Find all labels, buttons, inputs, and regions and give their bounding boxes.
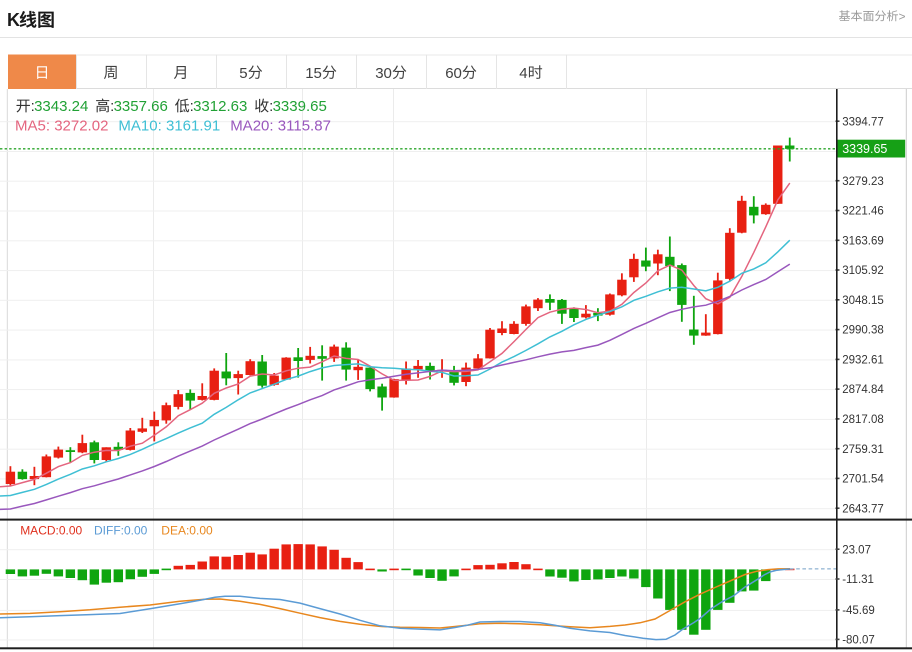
svg-text:3357.66: 3357.66 bbox=[114, 98, 168, 115]
svg-text:15: 15 bbox=[305, 65, 322, 82]
svg-text:DIFF:0.00: DIFF:0.00 bbox=[94, 523, 148, 537]
svg-text::: : bbox=[190, 98, 194, 115]
svg-text:60: 60 bbox=[445, 65, 462, 82]
svg-text:5: 5 bbox=[239, 65, 247, 82]
svg-text:23.07: 23.07 bbox=[842, 544, 871, 556]
svg-text:K: K bbox=[7, 10, 20, 30]
svg-text:2874.84: 2874.84 bbox=[842, 384, 884, 396]
svg-text:MA5:: MA5: bbox=[15, 118, 50, 135]
svg-text:2932.61: 2932.61 bbox=[842, 355, 884, 367]
svg-text:2990.38: 2990.38 bbox=[842, 325, 884, 337]
svg-text:3163.69: 3163.69 bbox=[842, 235, 884, 247]
svg-text:4: 4 bbox=[519, 65, 527, 82]
svg-text:3048.15: 3048.15 bbox=[842, 295, 884, 307]
svg-text:2817.08: 2817.08 bbox=[842, 414, 884, 426]
svg-text:3221.46: 3221.46 bbox=[842, 206, 884, 218]
svg-text:3343.24: 3343.24 bbox=[34, 98, 88, 115]
svg-text:3312.63: 3312.63 bbox=[193, 98, 247, 115]
svg-text:2643.77: 2643.77 bbox=[842, 503, 884, 515]
svg-text:3339.65: 3339.65 bbox=[273, 98, 327, 115]
svg-text:3279.23: 3279.23 bbox=[842, 176, 884, 188]
svg-text:3339.65: 3339.65 bbox=[842, 142, 887, 156]
svg-text:-80.07: -80.07 bbox=[842, 635, 875, 647]
svg-text:DEA:0.00: DEA:0.00 bbox=[161, 523, 213, 537]
svg-text:-11.31: -11.31 bbox=[842, 574, 874, 586]
svg-text:2701.54: 2701.54 bbox=[842, 474, 884, 486]
svg-text:3161.91: 3161.91 bbox=[166, 118, 220, 135]
svg-text::: : bbox=[269, 98, 273, 115]
svg-text::: : bbox=[110, 98, 114, 115]
svg-text::: : bbox=[31, 98, 35, 115]
svg-text:MA10:: MA10: bbox=[118, 118, 161, 135]
svg-text:3115.87: 3115.87 bbox=[278, 118, 331, 135]
svg-text:3105.92: 3105.92 bbox=[842, 265, 884, 277]
svg-text:MA20:: MA20: bbox=[230, 118, 273, 135]
svg-text:2759.31: 2759.31 bbox=[842, 444, 884, 456]
svg-text:3394.77: 3394.77 bbox=[842, 116, 884, 128]
svg-text:MACD:0.00: MACD:0.00 bbox=[20, 523, 82, 537]
svg-text:3272.02: 3272.02 bbox=[54, 118, 108, 135]
svg-text:-45.69: -45.69 bbox=[842, 605, 875, 617]
svg-text:30: 30 bbox=[375, 65, 392, 82]
svg-text:>: > bbox=[899, 9, 906, 23]
